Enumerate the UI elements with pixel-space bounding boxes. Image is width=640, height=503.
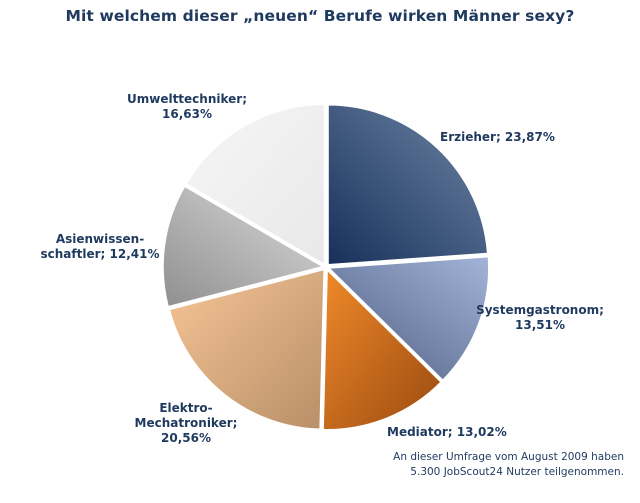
slice-label-line: schaftler; 12,41% [41, 247, 160, 261]
slice-label-line: Asienwissen- [56, 232, 144, 246]
pie-slices [162, 103, 490, 431]
slice-label-line: Systemgastronom; [476, 303, 604, 317]
slice-label: Elektro-Mechatroniker; 20,56% [135, 401, 238, 445]
slice-label-line: 13,51% [515, 318, 565, 332]
slice-label: Umwelttechniker; 16,63% [127, 92, 247, 121]
footnote-line: An dieser Umfrage vom August 2009 haben [393, 451, 624, 463]
slice-label-line: Umwelttechniker; [127, 92, 247, 106]
footnote: An dieser Umfrage vom August 2009 haben … [393, 450, 624, 480]
slice-label: Mediator; 13,02% [387, 425, 507, 439]
slice-label-line: Mechatroniker; [135, 416, 238, 430]
pie-slice-erzieher [327, 104, 489, 266]
slice-labels: Erzieher; 23,87% Systemgastronom; 13,51% Me… [41, 92, 604, 445]
slice-label-line: Mediator; 13,02% [387, 425, 507, 439]
pie-slice-mediator [322, 268, 443, 431]
slice-label: Systemgastronom; 13,51% [476, 303, 604, 332]
slice-label: Erzieher; 23,87% [440, 130, 555, 144]
slice-label-line: Elektro- [159, 401, 212, 415]
chart-title: Mit welchem dieser „neuen“ Berufe wirken… [65, 7, 575, 25]
pie-slice-umwelttechniker [185, 103, 326, 266]
slice-label-line: Erzieher; 23,87% [440, 130, 555, 144]
pie-slice-elektro-mechatroniker [168, 268, 325, 431]
slice-label-line: 16,63% [162, 107, 212, 121]
pie-slice-asienwissenschaftler [162, 185, 325, 308]
slice-label-line: 20,56% [161, 431, 211, 445]
slice-label: Asienwissen-schaftler; 12,41% [41, 232, 160, 261]
footnote-line: 5.300 JobScout24 Nutzer teilgenommen. [410, 466, 624, 478]
pie-slice-systemgastronom [327, 255, 490, 382]
